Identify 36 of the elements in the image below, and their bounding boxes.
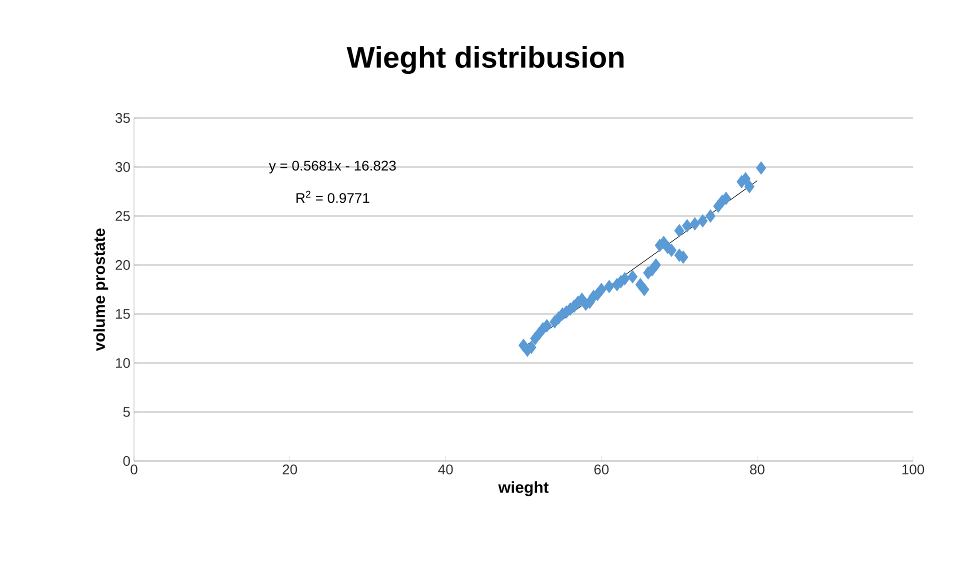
point <box>705 209 716 223</box>
point <box>627 270 638 284</box>
y-tick-label: 30 <box>116 162 130 172</box>
x-tick-label: 100 <box>902 464 924 474</box>
x-tick-label: 20 <box>282 464 298 474</box>
point <box>526 340 536 354</box>
y-tick-label: 0 <box>123 456 130 466</box>
point <box>698 214 708 228</box>
annotation: y = 0.5681x - 16.823 <box>268 160 396 174</box>
point <box>682 219 692 232</box>
x-tick-label: 40 <box>438 464 453 474</box>
y-tick-label: 5 <box>123 407 130 417</box>
x-tick-label: 80 <box>750 464 764 474</box>
point <box>740 172 751 186</box>
point <box>756 161 766 175</box>
annotation: R$^{2}$ = 0.9771 <box>296 190 370 203</box>
point <box>690 217 700 231</box>
x-tick-label: 60 <box>594 464 609 474</box>
point <box>639 282 650 296</box>
point <box>674 224 684 238</box>
point <box>542 319 552 332</box>
y-axis-title: volume prostate <box>93 228 108 351</box>
y-tick-label: 35 <box>116 113 130 123</box>
x-axis-title: wieght <box>498 481 549 496</box>
point <box>596 282 606 296</box>
point <box>620 272 630 286</box>
point <box>666 244 677 257</box>
y-tick-label: 20 <box>116 260 130 270</box>
y-tick-label: 25 <box>116 211 130 221</box>
point <box>650 258 662 272</box>
point <box>744 180 754 194</box>
point <box>604 280 614 294</box>
x-tick-label: 0 <box>130 464 138 474</box>
chart-title: Wieght distribusion <box>346 46 624 74</box>
y-tick-label: 15 <box>116 309 130 319</box>
y-tick-label: 10 <box>116 358 130 368</box>
